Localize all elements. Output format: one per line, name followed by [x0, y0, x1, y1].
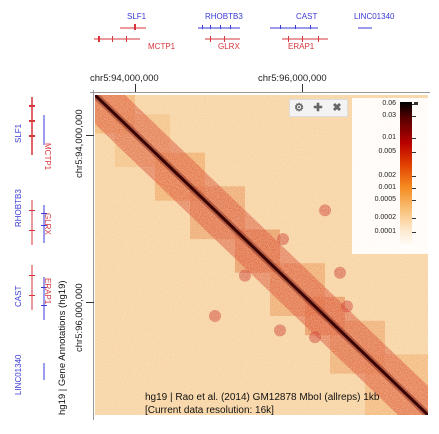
gene-label-mctp1: MCTP1 — [148, 42, 176, 51]
legend-label: 0.03 — [382, 112, 396, 119]
left-gene-label-cast: CAST — [14, 285, 23, 307]
left-gene-label-rhobtb3: RHOBTB3 — [14, 189, 23, 227]
top-gene-track: SLF1 RHOBTB3 CAST LINC01340 — [90, 8, 394, 53]
gene-label-cast: CAST — [296, 12, 318, 21]
gene-label-rhobtb3: RHOBTB3 — [205, 12, 243, 21]
legend-label: 0.002 — [378, 172, 396, 179]
legend-label: 0.0002 — [374, 214, 396, 221]
left-gene-label-mctp1: MCTP1 — [43, 143, 52, 171]
dataset-caption: hg19 | Rao et al. (2014) GM12878 MboI (a… — [145, 392, 379, 416]
top-coordinate-axis: chr5:94,000,000 chr5:96,000,000 — [90, 62, 430, 93]
left-coordinate-axis: chr5:94,000,000 chr5:96,000,000 — [66, 90, 94, 420]
legend-label: 0.01 — [382, 134, 396, 141]
top-gene-glyphs — [94, 24, 372, 42]
move-icon[interactable]: ✚ — [313, 102, 323, 114]
left-gene-label-linc01340: LINC01340 — [14, 354, 23, 395]
legend-label: 0.005 — [378, 148, 396, 155]
heatmap-controls: ⚙ ✚ ✖ — [289, 99, 348, 117]
left-gene-glyphs — [29, 97, 47, 380]
gear-icon[interactable]: ⚙ — [294, 102, 304, 114]
legend-label: 0.06 — [382, 100, 396, 107]
legend-label: 0.0005 — [374, 196, 396, 203]
left-gene-track: SLF1 MCTP1 RHOBTB3 GLRX CAST ERAP1 LINC0… — [0, 95, 60, 415]
hic-heatmap[interactable] — [95, 95, 428, 415]
top-coord-label-2: chr5:96,000,000 — [258, 73, 327, 84]
gene-label-linc01340: LINC01340 — [354, 12, 395, 21]
left-coord-label-1: chr5:94,000,000 — [74, 109, 85, 178]
caption-line-2: [Current data resolution: 16k] — [145, 405, 274, 416]
left-gene-label-erap1: ERAP1 — [43, 278, 52, 305]
close-icon[interactable]: ✖ — [332, 102, 342, 114]
left-gene-label-slf1: SLF1 — [14, 123, 23, 143]
gene-label-erap1: ERAP1 — [288, 42, 315, 51]
gene-label-slf1: SLF1 — [127, 12, 147, 21]
gene-label-glrx: GLRX — [218, 42, 240, 51]
legend-label: 0.0001 — [374, 228, 396, 235]
left-coord-label-2: chr5:96,000,000 — [74, 283, 85, 352]
caption-line-1: hg19 | Rao et al. (2014) GM12878 MboI (a… — [145, 392, 380, 403]
top-coord-label-1: chr5:94,000,000 — [90, 73, 159, 84]
color-scale-legend: 0.06 0.03 0.01 0.005 0.002 0.001 0.0005 0.0002 0… — [352, 98, 432, 254]
legend-label: 0.001 — [378, 184, 396, 191]
left-gene-label-glrx: GLRX — [43, 213, 52, 235]
